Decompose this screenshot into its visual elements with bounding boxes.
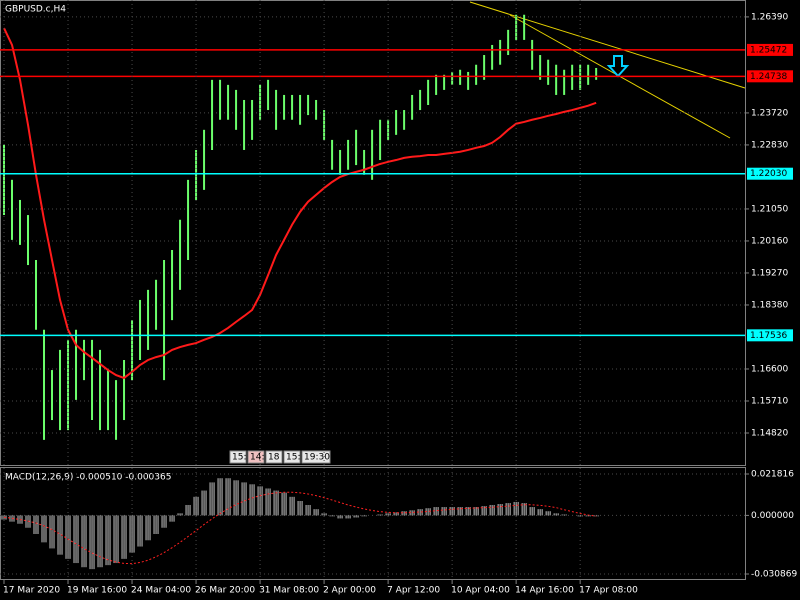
y-tick-label: 1.14820 (751, 428, 788, 438)
y-tick-label: 1.22830 (751, 140, 788, 150)
y-tick-label: 1.21050 (751, 204, 788, 214)
time-tag (265, 450, 283, 464)
y-tick-label: 1.19270 (751, 268, 788, 278)
x-tick-label: 31 Mar 08:00 (259, 586, 319, 596)
time-tag-label: 15: (232, 453, 246, 463)
time-tag-label: 19:30 (304, 453, 330, 463)
x-tick-label: 2 Apr 00:00 (323, 586, 376, 596)
time-tag-label: 14: (250, 453, 264, 463)
x-tick-label: 17 Mar 2020 (3, 586, 60, 596)
y-tick-label: 1.16600 (751, 364, 788, 374)
level-tag (747, 167, 793, 180)
price-frame (0, 0, 746, 466)
x-tick-label: 26 Mar 20:00 (195, 586, 255, 596)
time-tag (229, 450, 247, 464)
y-tick-label: 1.20160 (751, 236, 788, 246)
level-tag (747, 70, 793, 83)
macd-title: MACD(12,26,9) -0.000510 -0.000365 (5, 473, 171, 483)
x-tick-label: 19 Mar 16:00 (67, 586, 127, 596)
level-tag (747, 329, 793, 342)
level-label: 1.22030 (750, 169, 787, 179)
y-tick-label: 1.15710 (751, 396, 788, 406)
y-tick-label: -0.030869 (751, 570, 797, 580)
level-label: 1.17536 (750, 331, 787, 341)
x-tick-label: 24 Mar 04:00 (131, 586, 191, 596)
trend-line (469, 1, 746, 89)
x-tick-label: 7 Apr 12:00 (387, 586, 440, 596)
signal-line (3, 491, 597, 565)
level-tag (747, 43, 793, 56)
time-tag (283, 450, 301, 464)
y-tick-label: 1.18380 (751, 300, 788, 310)
time-tag-label: 15: (286, 453, 300, 463)
y-tick-label: 1.23720 (751, 108, 788, 118)
time-tag-label: 18 (268, 453, 280, 463)
x-tick-label: 10 Apr 04:00 (451, 586, 510, 596)
macd-frame (0, 467, 746, 580)
y-tick-label: 1.26390 (751, 12, 788, 22)
moving-average (3, 27, 597, 380)
level-label: 1.25472 (750, 45, 787, 55)
y-tick-label: 0.000000 (751, 511, 794, 521)
sell-arrow (606, 55, 630, 78)
level-label: 1.24738 (750, 72, 787, 82)
x-tick-label: 17 Apr 08:00 (579, 586, 638, 596)
x-tick-label: 14 Apr 16:00 (515, 586, 574, 596)
chart-title: GBPUSD.c,H4 (5, 5, 66, 15)
time-tag (301, 450, 331, 464)
y-tick-label: 0.021816 (751, 470, 794, 480)
